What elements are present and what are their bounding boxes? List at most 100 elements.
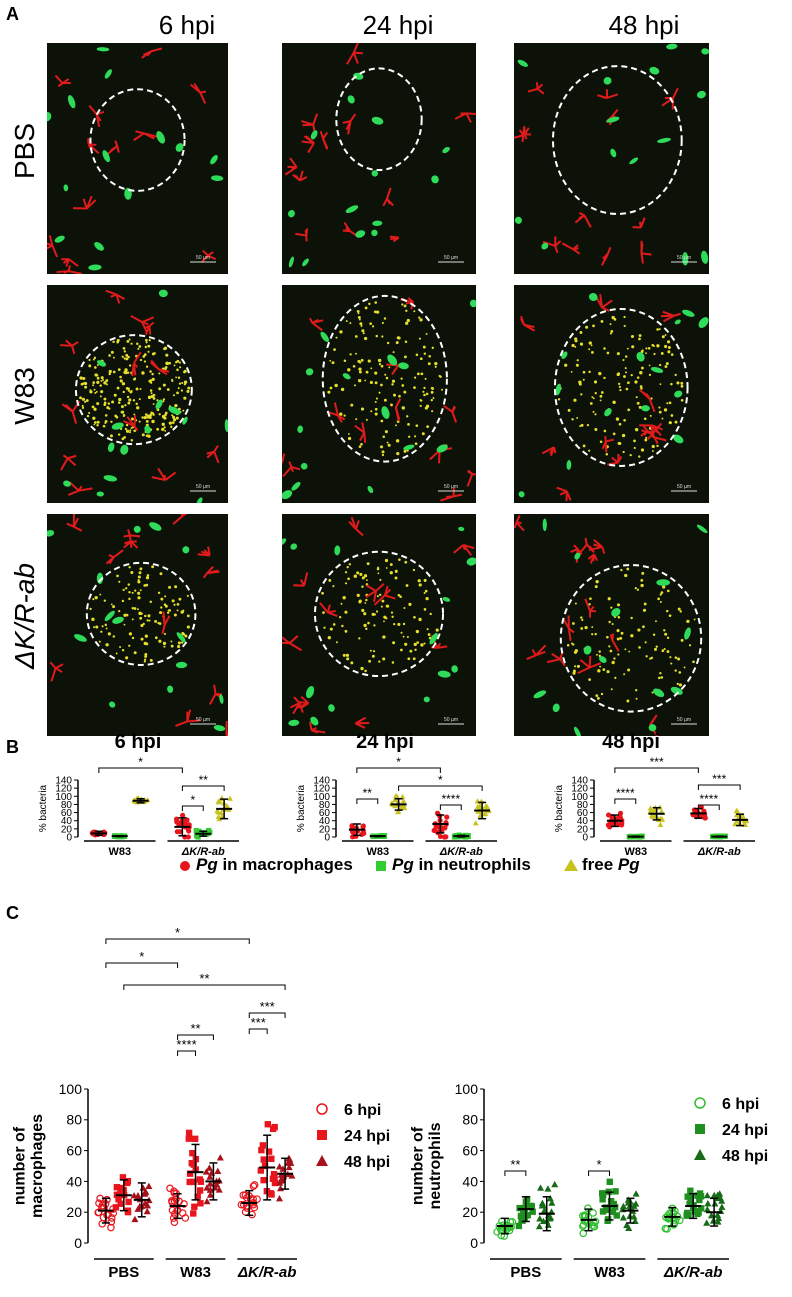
data-point (707, 1211, 715, 1219)
data-point (113, 1184, 121, 1191)
data-point (537, 1184, 545, 1191)
significance-label: ** (190, 1021, 200, 1036)
y-axis-label: % bacteria (296, 784, 307, 832)
data-point (249, 1182, 258, 1191)
data-point (181, 1214, 190, 1222)
y-tick-label: 20 (61, 824, 73, 835)
data-point (107, 1218, 116, 1226)
group-label: PBS (510, 1264, 541, 1281)
plot-title-6hpi: 6 hpi (114, 731, 162, 753)
data-point (589, 1222, 598, 1231)
y-tick-label: 100 (55, 792, 72, 803)
y-tick-label: 80 (577, 800, 589, 811)
data-point (269, 1175, 277, 1182)
data-point (285, 1163, 293, 1171)
data-point (539, 1217, 547, 1225)
dashed-region-outline (553, 307, 689, 467)
data-point (241, 1208, 250, 1216)
data-point (215, 798, 222, 804)
data-point (269, 1125, 277, 1133)
data-point (141, 1199, 149, 1207)
legend-marker-free-pg (564, 859, 578, 871)
data-point (124, 1178, 132, 1185)
micrograph-pbs-48hpi: 50 µm (514, 43, 709, 274)
data-point (194, 1193, 201, 1200)
significance-label: ** (199, 971, 209, 986)
data-point (521, 1207, 528, 1215)
data-point (685, 1212, 692, 1219)
significance-bracket (177, 1050, 196, 1056)
data-point (599, 1208, 607, 1215)
significance-bracket (123, 984, 286, 990)
significance-bracket (697, 784, 741, 790)
legend-marker-macrophages (180, 861, 190, 871)
group-label: ΔK/R-ab (663, 1264, 722, 1281)
data-point (190, 1161, 197, 1168)
group-label: ΔK/R-ab (237, 1264, 296, 1281)
significance-bracket (614, 798, 637, 804)
dashed-region-outline (89, 88, 186, 192)
significance-bracket (181, 785, 225, 791)
data-point (175, 1197, 183, 1206)
y-tick-label: 0 (66, 833, 72, 844)
data-point (189, 1150, 196, 1157)
scale-bar-label: 50 µm (677, 717, 691, 723)
data-point (539, 1201, 547, 1209)
significance-label: *** (712, 772, 726, 786)
data-point (257, 1167, 265, 1174)
data-point (686, 1200, 693, 1208)
significance-bracket (248, 1012, 286, 1018)
y-tick-label: 100 (455, 1081, 479, 1097)
data-point (619, 1214, 627, 1221)
data-point (611, 1203, 619, 1211)
data-point (399, 793, 406, 800)
legend-neutrophils-label: 48 hpi (722, 1148, 768, 1165)
data-point (125, 1198, 132, 1206)
group-label: W83 (366, 846, 389, 855)
data-point (190, 1178, 197, 1186)
data-point (139, 1184, 147, 1191)
data-point (691, 1208, 699, 1215)
data-point (124, 1207, 132, 1214)
y-tick-label: 40 (462, 1173, 478, 1189)
data-point (180, 812, 186, 818)
micrograph-w83-6hpi: 50 µm (47, 285, 228, 503)
data-point (703, 1205, 711, 1213)
scale-bar-label: 50 µm (444, 484, 458, 490)
data-point (607, 821, 613, 827)
data-point (287, 1159, 295, 1166)
data-point (166, 1184, 174, 1193)
y-tick-label: 40 (577, 816, 589, 827)
data-point (528, 1203, 535, 1210)
data-point (107, 1223, 115, 1232)
data-point (606, 812, 612, 818)
data-point (243, 1194, 251, 1202)
group-label: W83 (180, 1264, 211, 1281)
y-tick-label: 80 (61, 800, 73, 811)
data-point (260, 1156, 267, 1163)
micrograph-w83-48hpi: 50 µm (514, 285, 709, 503)
panel-a-label: A (6, 4, 19, 24)
data-point (400, 797, 407, 804)
scale-bar-label: 50 µm (444, 717, 458, 723)
micrograph-dkrab-48hpi: 50 µm (514, 514, 709, 736)
significance-bracket (504, 1170, 527, 1176)
data-point (197, 1178, 205, 1185)
data-point (134, 1193, 142, 1201)
legend-neutrophils-label: 24 hpi (722, 1122, 768, 1139)
data-point (202, 1168, 210, 1175)
y-tick-label: 40 (319, 816, 331, 827)
significance-bracket (177, 1034, 214, 1040)
data-point (584, 1204, 592, 1212)
data-point (191, 1203, 198, 1210)
legend-neutrophils-marker (694, 1097, 706, 1109)
data-point (661, 1224, 670, 1233)
data-point (191, 1135, 199, 1143)
data-point (215, 1186, 223, 1193)
y-tick-label: 120 (55, 784, 72, 795)
significance-label: ** (363, 786, 373, 800)
data-point (115, 1196, 122, 1203)
data-point (190, 1210, 197, 1217)
data-point (599, 1191, 607, 1198)
